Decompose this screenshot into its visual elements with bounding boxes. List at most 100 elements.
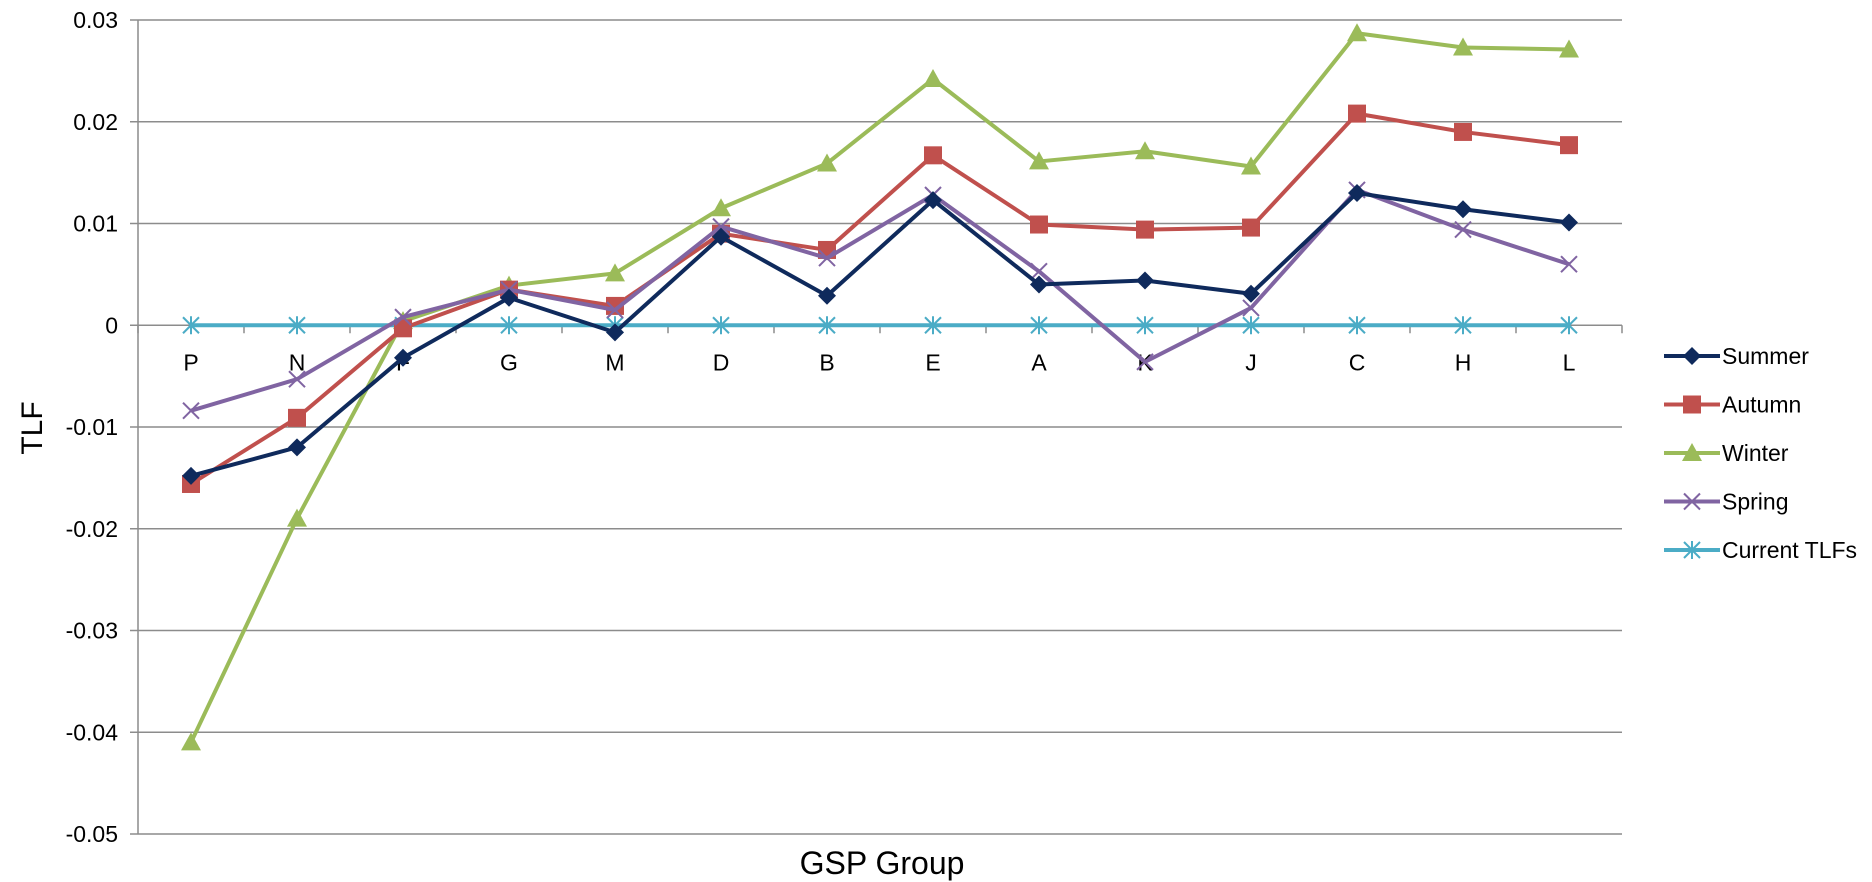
series-spring	[182, 181, 1578, 420]
y-tick-label: 0.01	[73, 211, 118, 237]
legend-marker	[1683, 395, 1701, 414]
y-tick-label: -0.01	[66, 414, 118, 440]
x-category-label: G	[500, 349, 518, 375]
point-current-tlfs	[818, 316, 836, 335]
legend-label: Autumn	[1722, 392, 1801, 418]
point-spring	[1030, 262, 1048, 281]
y-axis-tick-labels: 0.03 0.02 0.01 0 -0.01 -0.02 -0.03 -0.04 -0.05	[66, 7, 119, 847]
point-winter	[1029, 151, 1049, 170]
point-spring	[1242, 299, 1260, 317]
point-winter	[923, 69, 943, 88]
point-winter	[287, 508, 307, 527]
legend-label: Winter	[1722, 440, 1789, 466]
point-summer	[1454, 200, 1472, 219]
point-spring	[818, 249, 836, 267]
point-autumn	[1136, 220, 1154, 239]
point-winter	[1347, 23, 1367, 42]
point-winter	[1135, 141, 1155, 160]
point-summer	[606, 323, 624, 342]
series-line-winter	[189, 31, 1570, 744]
point-current-tlfs	[1454, 316, 1472, 335]
point-winter	[181, 732, 201, 751]
point-summer	[818, 286, 836, 305]
point-current-tlfs	[924, 316, 942, 335]
x-axis-category-labels: PNFGMDBEAKJCHL	[183, 349, 1575, 375]
point-summer	[500, 288, 518, 307]
series-layer	[181, 23, 1579, 751]
legend-marker	[1682, 443, 1702, 461]
legend-label: Summer	[1722, 343, 1809, 369]
point-current-tlfs	[1348, 316, 1366, 335]
point-summer	[1030, 275, 1048, 294]
point-autumn	[1560, 136, 1578, 155]
x-category-label: P	[183, 349, 198, 375]
legend-label: Current TLFs	[1722, 537, 1857, 563]
point-spring	[394, 308, 412, 326]
point-spring	[182, 402, 200, 420]
legend-item-spring: Spring	[1664, 489, 1788, 515]
point-winter	[605, 263, 625, 282]
point-current-tlfs	[288, 316, 306, 335]
point-winter	[1453, 37, 1473, 56]
x-category-label: B	[819, 349, 834, 375]
series-line-summer	[190, 190, 1570, 478]
point-autumn	[924, 146, 942, 165]
y-tick-label: -0.03	[66, 618, 118, 644]
point-summer	[712, 227, 730, 246]
point-winter	[817, 153, 837, 172]
point-summer	[394, 348, 412, 367]
x-category-label: L	[1563, 349, 1576, 375]
point-autumn	[1242, 218, 1260, 237]
x-category-label: D	[713, 349, 730, 375]
legend-label: Spring	[1722, 489, 1788, 515]
x-category-label: A	[1031, 349, 1047, 375]
series-summer	[182, 183, 1578, 485]
series-winter	[181, 23, 1579, 751]
point-summer	[1560, 213, 1578, 232]
point-current-tlfs	[1136, 316, 1154, 335]
legend-item-summer: Summer	[1664, 343, 1809, 369]
point-current-tlfs	[712, 316, 730, 335]
point-summer	[1136, 271, 1154, 290]
point-spring	[712, 217, 730, 236]
point-winter	[711, 198, 731, 217]
x-category-label: E	[925, 349, 940, 375]
y-axis-title: TLF	[16, 401, 49, 454]
point-summer	[1348, 183, 1366, 202]
x-axis-title: GSP Group	[800, 845, 965, 881]
point-summer	[1242, 284, 1260, 303]
point-spring	[1454, 220, 1472, 239]
legend-marker	[1683, 347, 1701, 365]
series-autumn	[182, 104, 1578, 493]
x-category-label: C	[1349, 349, 1366, 375]
point-current-tlfs	[1560, 316, 1578, 335]
legend-marker	[1683, 541, 1701, 559]
point-spring	[606, 301, 624, 319]
series-line-autumn	[189, 111, 1570, 486]
y-tick-label: -0.02	[66, 516, 118, 542]
point-current-tlfs	[1030, 316, 1048, 335]
point-current-tlfs	[1242, 316, 1260, 335]
legend: Summer Autumn Winter Spring Current TLFs	[1664, 343, 1857, 563]
y-tick-label: 0.03	[73, 7, 118, 33]
point-current-tlfs	[182, 316, 200, 335]
legend-item-autumn: Autumn	[1664, 392, 1801, 418]
point-spring	[288, 370, 306, 388]
y-tick-label: 0	[105, 312, 118, 338]
point-spring	[1136, 353, 1154, 371]
point-summer	[288, 438, 306, 457]
point-winter	[1241, 156, 1261, 175]
legend-item-current-tlfs: Current TLFs	[1664, 537, 1857, 563]
legend-marker	[1683, 492, 1701, 511]
point-autumn	[288, 408, 306, 427]
point-autumn	[1030, 215, 1048, 234]
point-summer	[182, 466, 200, 485]
y-tick-label: -0.05	[66, 821, 118, 847]
point-summer	[924, 191, 942, 210]
legend-item-winter: Winter	[1664, 440, 1789, 466]
gridlines	[130, 19, 1622, 835]
point-autumn	[1454, 122, 1472, 141]
point-spring	[1560, 255, 1578, 273]
y-tick-label: 0.02	[73, 109, 118, 135]
point-winter	[1559, 39, 1579, 58]
